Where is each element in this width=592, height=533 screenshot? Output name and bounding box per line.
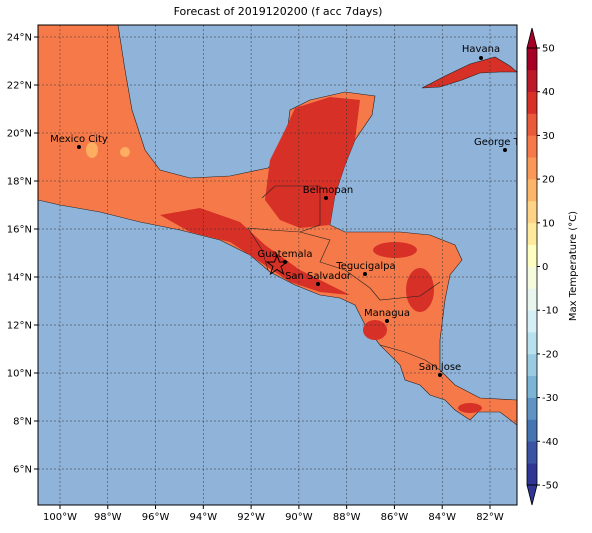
colorbar-band bbox=[527, 157, 537, 180]
colorbar-band bbox=[527, 135, 537, 158]
land-cool bbox=[120, 147, 130, 157]
colorbar-band bbox=[527, 179, 537, 202]
colorbar-tick-label: 10 bbox=[542, 218, 555, 229]
land-warm bbox=[458, 403, 482, 413]
colorbar-band bbox=[527, 222, 537, 245]
city-dot bbox=[503, 148, 507, 152]
colorbar-tick-label: -10 bbox=[542, 306, 558, 317]
city-dot bbox=[479, 56, 483, 60]
colorbar-tick-label: 50 bbox=[542, 44, 555, 55]
x-tick-label: 82°W bbox=[476, 512, 504, 523]
x-tick-label: 86°W bbox=[381, 512, 409, 523]
colorbar-tick-label: 0 bbox=[542, 262, 548, 273]
city-dot bbox=[324, 196, 328, 200]
city-label: Havana bbox=[462, 44, 500, 55]
colorbar-band bbox=[527, 69, 537, 92]
colorbar-band bbox=[527, 266, 537, 289]
city-dot bbox=[316, 282, 320, 286]
colorbar-band bbox=[527, 397, 537, 420]
colorbar-band bbox=[527, 288, 537, 311]
colorbar-band bbox=[527, 200, 537, 224]
border bbox=[299, 231, 441, 301]
map-frame bbox=[37, 24, 518, 506]
border bbox=[379, 344, 441, 371]
colorbar-band bbox=[527, 441, 537, 464]
colorbar-tick-label: 30 bbox=[542, 131, 555, 142]
city-label: Tegucigalpa bbox=[335, 261, 395, 272]
colorbar-band bbox=[527, 91, 537, 114]
colorbar-band bbox=[527, 375, 537, 398]
land-warm bbox=[363, 320, 387, 340]
city-label: Belmopan bbox=[303, 185, 353, 196]
y-tick-label: 6°N bbox=[13, 465, 32, 476]
city-label: San Jose bbox=[419, 362, 461, 373]
x-tick-label: 94°W bbox=[190, 512, 218, 523]
colorbar-band bbox=[527, 332, 537, 355]
land-cool bbox=[86, 142, 98, 158]
city-label: Guatemala bbox=[257, 249, 312, 260]
city-label: Managua bbox=[364, 308, 410, 319]
land-warm bbox=[373, 242, 417, 258]
city-dot bbox=[385, 319, 389, 323]
y-tick-label: 8°N bbox=[13, 417, 32, 428]
colorbar-band bbox=[527, 463, 537, 486]
colorbar-tick-label: 40 bbox=[542, 87, 555, 98]
city-label: George Town bbox=[474, 137, 539, 148]
x-tick-label: 92°W bbox=[237, 512, 265, 523]
land-warm bbox=[160, 208, 350, 295]
title: Forecast of 2019120200 (f acc 7days) bbox=[174, 5, 383, 18]
y-tick-label: 24°N bbox=[7, 33, 32, 44]
colorbar-extend bbox=[526, 484, 538, 506]
colorbar-extend bbox=[526, 27, 538, 49]
land-warm bbox=[406, 268, 434, 312]
city-dot bbox=[438, 373, 442, 377]
y-tick-label: 20°N bbox=[7, 129, 32, 140]
colorbar-band bbox=[527, 244, 537, 267]
x-tick-label: 84°W bbox=[428, 512, 456, 523]
x-tick-label: 98°W bbox=[94, 512, 122, 523]
colorbar-band bbox=[527, 419, 537, 442]
x-tick-label: 96°W bbox=[142, 512, 170, 523]
city-dot bbox=[283, 260, 287, 264]
y-tick-label: 16°N bbox=[7, 225, 32, 236]
colorbar-band bbox=[527, 48, 537, 71]
x-tick-label: 100°W bbox=[43, 512, 77, 523]
city-label: San Salvador bbox=[285, 271, 352, 282]
x-tick-label: 90°W bbox=[285, 512, 313, 523]
colorbar-band bbox=[527, 310, 537, 333]
colorbar-tick-label: 20 bbox=[542, 175, 555, 186]
y-tick-label: 18°N bbox=[7, 177, 32, 188]
y-tick-label: 14°N bbox=[7, 273, 32, 284]
colorbar-band bbox=[527, 113, 537, 136]
city-dot bbox=[77, 145, 81, 149]
city-dot bbox=[363, 272, 367, 276]
colorbar-tick-label: -50 bbox=[542, 481, 558, 492]
y-tick-label: 22°N bbox=[7, 81, 32, 92]
colorbar-tick-label: -20 bbox=[542, 349, 558, 360]
city-label: Mexico City bbox=[50, 134, 108, 145]
map-area: Havana Mexico City George Town Belmopan Guat… bbox=[38, 25, 539, 505]
y-tick-label: 10°N bbox=[7, 369, 32, 380]
y-tick-label: 12°N bbox=[7, 321, 32, 332]
colorbar-tick-label: -40 bbox=[542, 437, 558, 448]
x-tick-label: 88°W bbox=[333, 512, 361, 523]
colorbar-tick-label: -30 bbox=[542, 393, 558, 404]
land-warm bbox=[265, 97, 360, 228]
colorbar-band bbox=[527, 353, 537, 377]
colorbar-label: Max Temperature (°C) bbox=[568, 211, 579, 321]
cuba bbox=[421, 56, 517, 89]
